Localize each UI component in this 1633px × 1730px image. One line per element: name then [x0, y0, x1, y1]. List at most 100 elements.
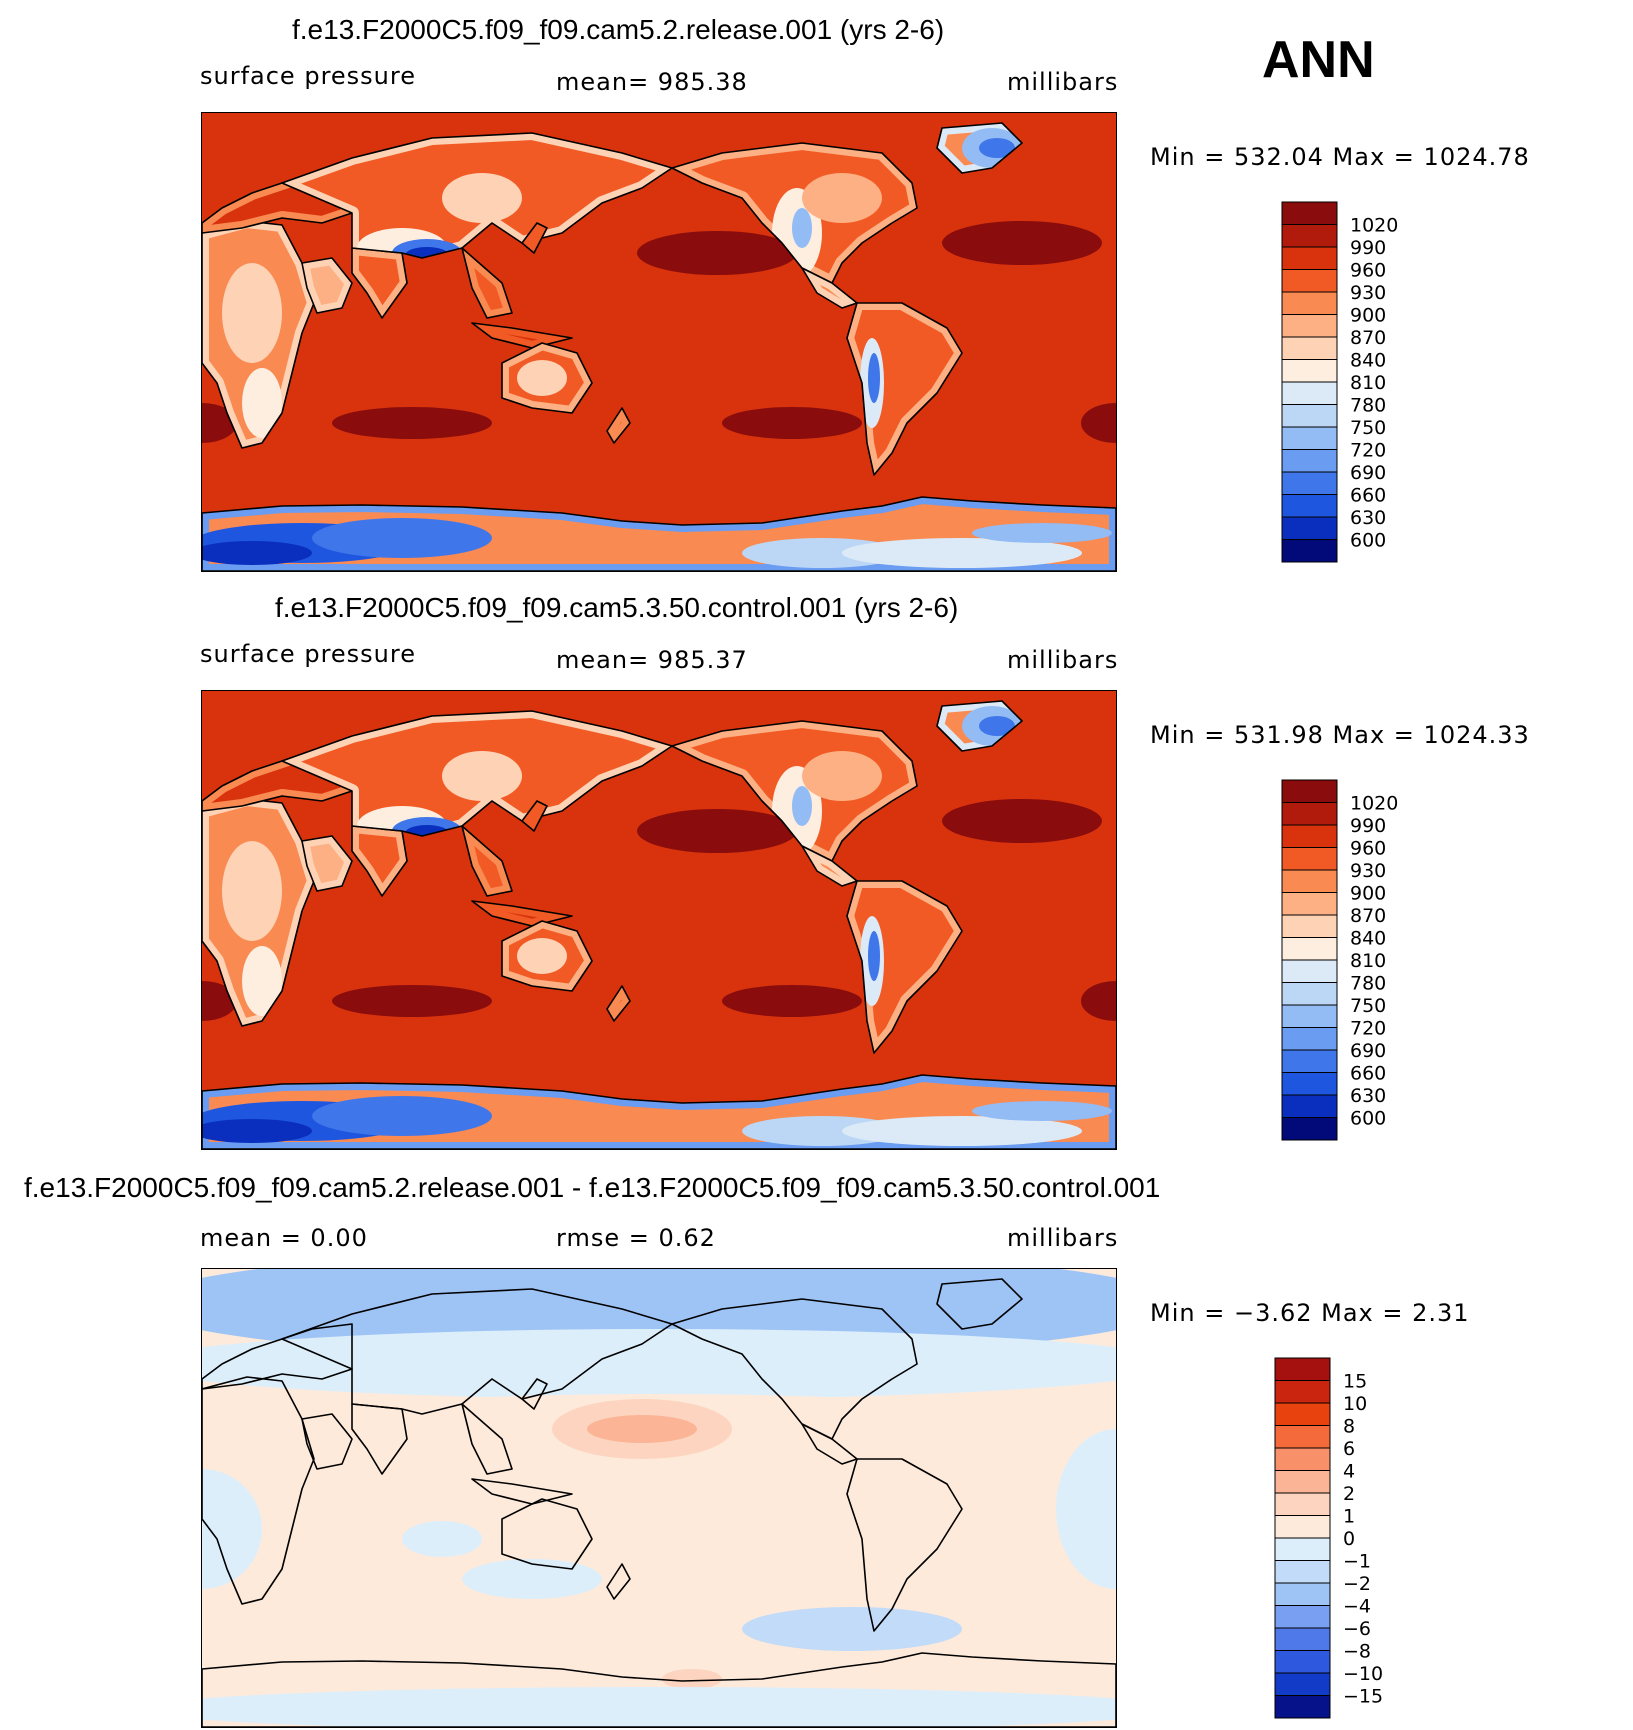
colorbar-label-4: 900 [1350, 305, 1386, 327]
panel-2-map [201, 690, 1117, 1150]
colorbar-box-12 [1281, 1049, 1338, 1073]
japan-coastline [521, 222, 548, 254]
colorbar-label-3: 6 [1343, 1438, 1355, 1460]
namer-coastline [671, 720, 918, 862]
samer-coastline [846, 1458, 963, 1632]
colorbar-box-3 [1281, 269, 1338, 293]
colorbar-box-9 [1281, 982, 1338, 1006]
colorbar-box-3 [1281, 847, 1338, 871]
colorbar-box-6 [1281, 336, 1338, 360]
colorbar-label-3: 930 [1350, 860, 1386, 882]
colorbar-box-5 [1274, 1470, 1331, 1494]
colorbar-box-2 [1281, 246, 1338, 270]
colorbar-box-14 [1274, 1672, 1331, 1696]
colorbar-box-10 [1281, 426, 1338, 450]
colorbar-box-1 [1281, 802, 1338, 826]
colorbar-box-0 [1281, 779, 1338, 803]
colorbar-label-12: 660 [1350, 485, 1386, 507]
contour-region-5 [1081, 981, 1116, 1021]
colorbar-box-0 [1281, 201, 1338, 225]
samer-coastline [846, 302, 963, 476]
contour-region-1 [942, 799, 1102, 843]
colorbar-box-4 [1274, 1447, 1331, 1471]
panel-1-units-label: millibars [1007, 68, 1119, 96]
colorbar-box-9 [1281, 404, 1338, 428]
colorbar-label-11: 690 [1350, 462, 1386, 484]
colorbar-label-4: 4 [1343, 1461, 1355, 1483]
contour-region-7 [1056, 1429, 1116, 1589]
colorbar-label-4: 900 [1350, 883, 1386, 905]
contour-region-0 [637, 809, 797, 853]
arabia-coastline [301, 1413, 353, 1470]
colorbar-box-7 [1274, 1515, 1331, 1539]
panel-1-variable-label: surface pressure [200, 62, 416, 90]
colorbar-box-14 [1281, 516, 1338, 540]
asia-coastline [281, 1288, 673, 1415]
colorbar-label-5: 870 [1350, 327, 1386, 349]
colorbar-label-2: 960 [1350, 838, 1386, 860]
asia-coastline [281, 132, 673, 259]
panel-2-variable-label: surface pressure [200, 640, 416, 668]
nz-coastline [606, 985, 631, 1022]
season-label: ANN [1262, 31, 1375, 89]
camer-coastline [801, 845, 858, 887]
colorbar-label-8: 780 [1350, 973, 1386, 995]
colorbar-label-9: 750 [1350, 417, 1386, 439]
colorbar-box-2 [1274, 1402, 1331, 1426]
colorbar-label-2: 8 [1343, 1416, 1355, 1438]
colorbar-box-10 [1274, 1582, 1331, 1606]
camer-coastline [801, 267, 858, 309]
colorbar-label-10: −4 [1343, 1596, 1371, 1618]
colorbar-label-0: 1020 [1350, 215, 1398, 237]
colorbar-label-10: 720 [1350, 1018, 1386, 1040]
colorbar-label-14: −15 [1343, 1686, 1383, 1708]
colorbar-box-12 [1274, 1627, 1331, 1651]
namer-coastline [671, 142, 918, 284]
panel-3-title: f.e13.F2000C5.f09_f09.cam5.2.release.001… [24, 1172, 1161, 1203]
africa-coastline [202, 220, 315, 449]
colorbar-label-9: 750 [1350, 995, 1386, 1017]
panel-1-mean-label: mean= 985.38 [556, 68, 748, 96]
nz-coastline [606, 1563, 631, 1600]
arabia-coastline [301, 257, 353, 314]
panel-1-colorbar: 1020 990 960 930 900 870 840 810 780 750 720 690 660… [1280, 200, 1440, 565]
panel-3-units-label: millibars [1007, 1224, 1119, 1252]
panel-3-colorbar: 15 10 8 6 4 2 1 0 −1 −2 −4 −6 −8 −10 −15 [1273, 1356, 1433, 1721]
panel-2-min-max: Min = 531.98 Max = 1024.33 [1150, 721, 1530, 749]
colorbar-label-11: 690 [1350, 1040, 1386, 1062]
austral-coastline [501, 342, 593, 414]
panel-3-rmse-label: rmse = 0.62 [556, 1224, 716, 1252]
antarc-coastline [202, 496, 1116, 571]
colorbar-label-13: 630 [1350, 507, 1386, 529]
colorbar-label-5: 2 [1343, 1483, 1355, 1505]
colorbar-box-11 [1281, 1027, 1338, 1051]
contour-region-8 [402, 1521, 482, 1557]
colorbar-box-5 [1281, 892, 1338, 916]
colorbar-box-6 [1274, 1492, 1331, 1516]
panel-1-title: f.e13.F2000C5.f09_f09.cam5.2.release.001… [292, 14, 945, 45]
colorbar-box-7 [1281, 359, 1338, 383]
contour-region-4 [587, 1415, 697, 1443]
europe-coastline [202, 1323, 353, 1390]
colorbar-label-8: −1 [1343, 1551, 1371, 1573]
contour-region-2 [332, 407, 492, 439]
colorbar-label-6: 1 [1343, 1506, 1355, 1528]
contour-region-6 [202, 1469, 262, 1589]
contour-region-3 [722, 985, 862, 1017]
asia-coastline [281, 710, 673, 837]
contour-region-2 [332, 985, 492, 1017]
colorbar-box-11 [1281, 449, 1338, 473]
colorbar-label-0: 1020 [1350, 793, 1398, 815]
indon-coastline [471, 1478, 573, 1505]
antarc-coastline [202, 1652, 1116, 1727]
colorbar-label-14: 600 [1350, 1108, 1386, 1130]
colorbar-box-7 [1281, 937, 1338, 961]
panel-2-title: f.e13.F2000C5.f09_f09.cam5.3.50.control.… [275, 592, 959, 623]
colorbar-box-9 [1274, 1560, 1331, 1584]
contour-region-5 [742, 1607, 962, 1651]
colorbar-label-12: 660 [1350, 1063, 1386, 1085]
indon-coastline [471, 322, 573, 349]
contour-region-5 [1081, 403, 1116, 443]
colorbar-label-2: 960 [1350, 260, 1386, 282]
colorbar-label-10: 720 [1350, 440, 1386, 462]
